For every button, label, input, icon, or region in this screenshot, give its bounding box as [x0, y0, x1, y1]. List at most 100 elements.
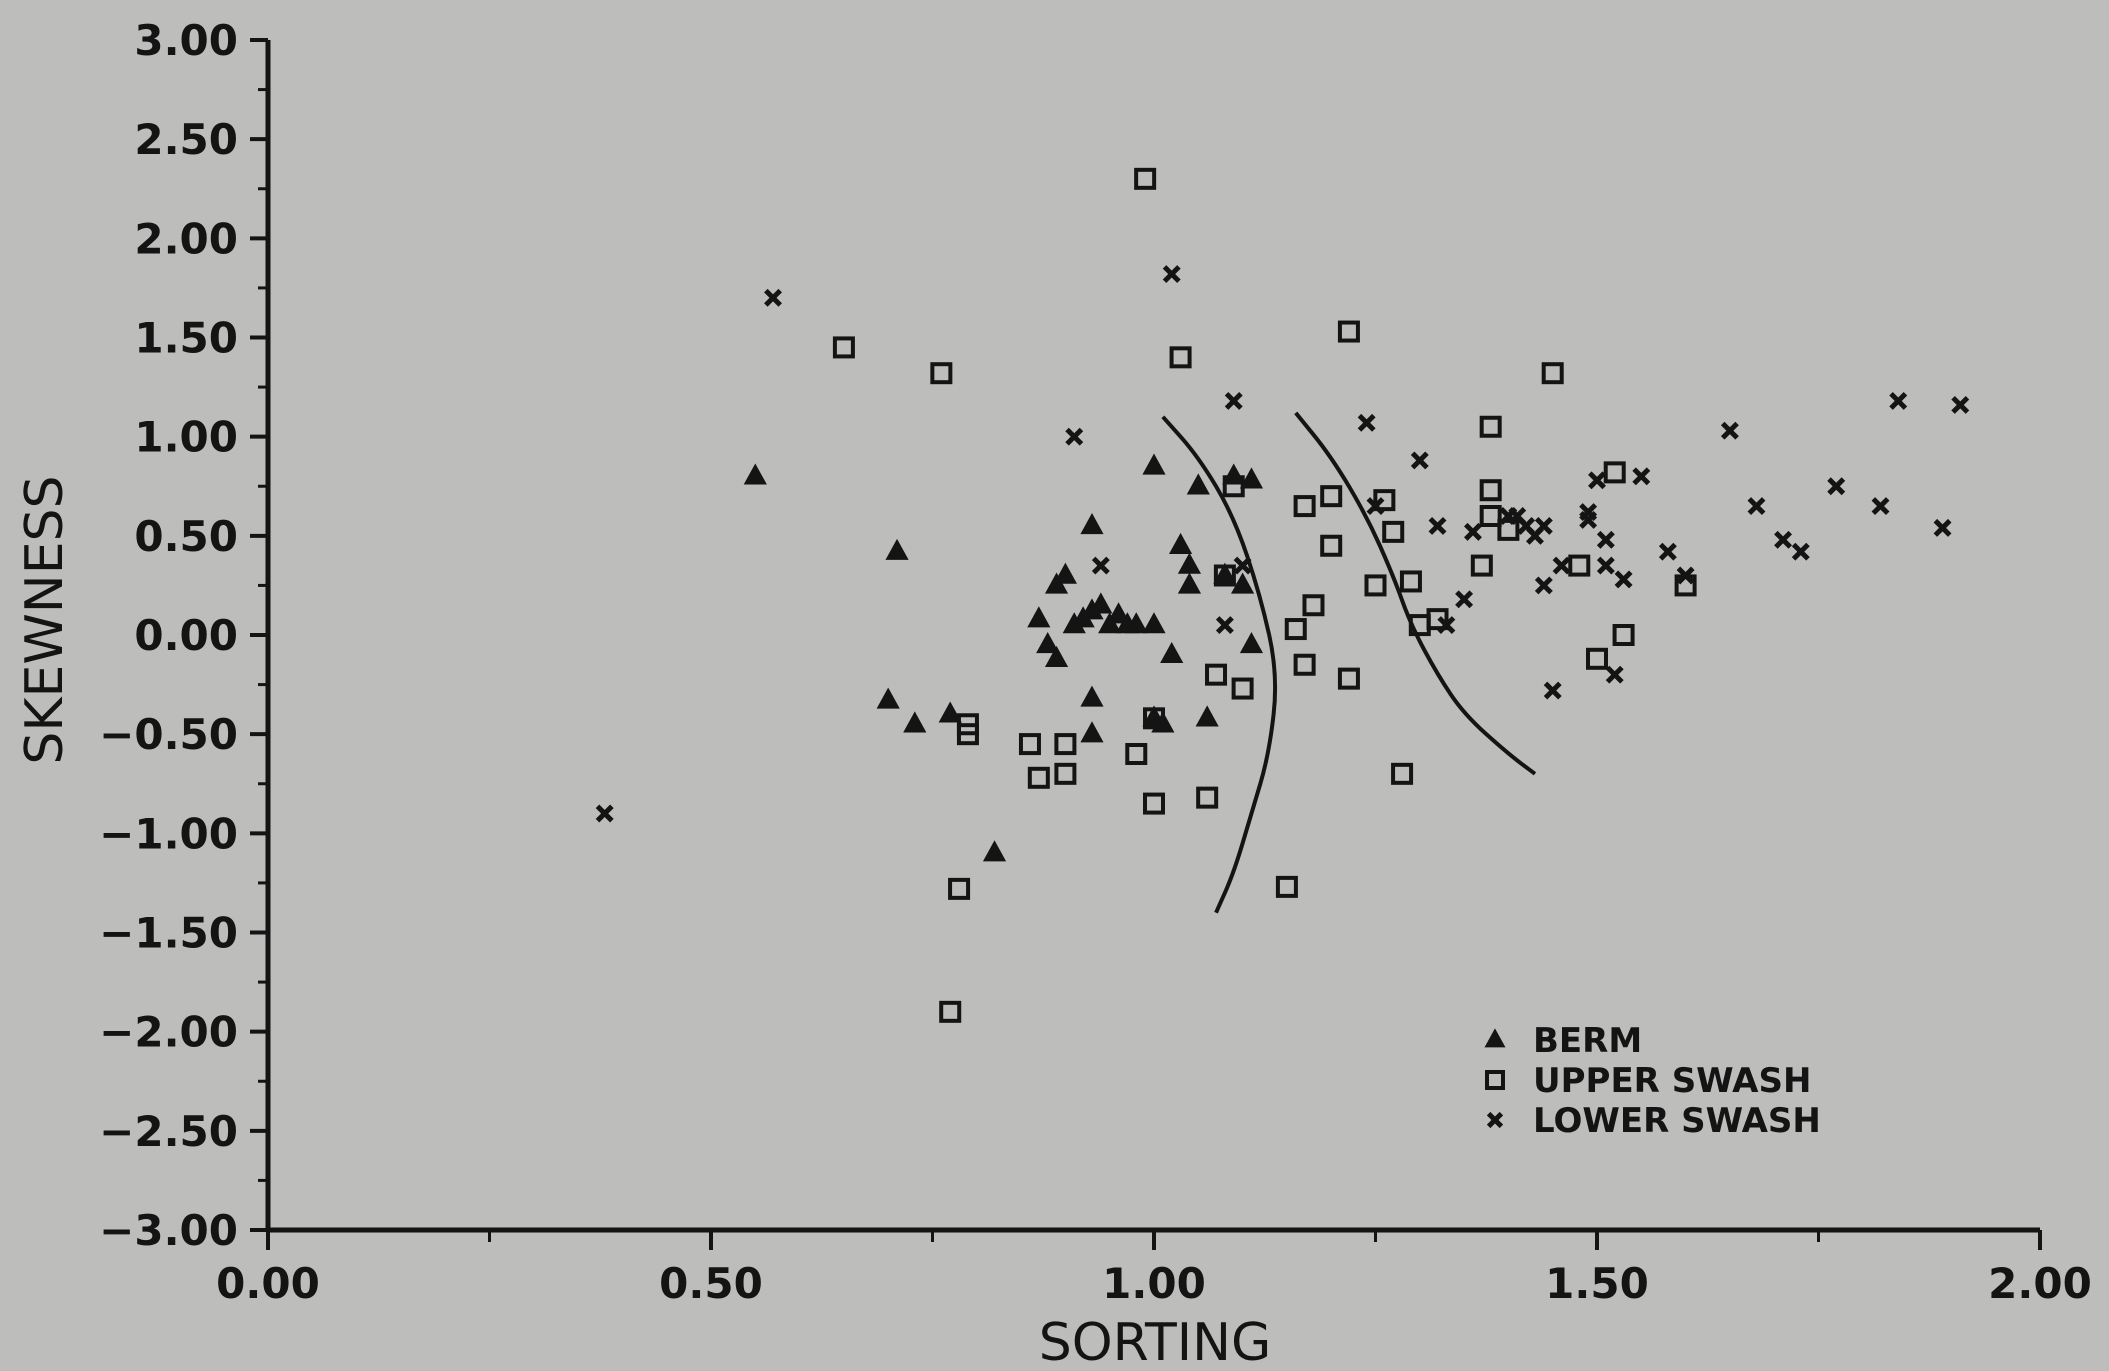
- lower-swash-point: [1233, 556, 1252, 575]
- lower-swash-point: [1410, 451, 1429, 470]
- lower-swash-point: [1605, 665, 1624, 684]
- upper-swash-point: [1054, 762, 1077, 785]
- upper-swash-point: [1364, 574, 1387, 597]
- lower-swash-point: [1455, 590, 1474, 609]
- lower-swash-point: [1579, 503, 1598, 522]
- upper-swash-point: [1293, 495, 1316, 518]
- lower-swash-point: [1588, 471, 1606, 490]
- lower-swash-point: [1357, 413, 1376, 432]
- lower-swash-point: [1791, 542, 1810, 561]
- data-points: [595, 167, 1970, 1023]
- lower-swash-point: [1437, 616, 1456, 635]
- y-tick-label: −1.00: [99, 809, 238, 858]
- axes: 3.00 2.50 2.00 1.50 1.00 0.50 0.00 −0.50 −1.00 −1…: [99, 16, 2092, 1308]
- legend-marker-upper-swash: [1485, 1070, 1505, 1090]
- berm-point: [982, 840, 1007, 862]
- y-tick-label: 1.50: [134, 314, 238, 363]
- legend-marker-lower-swash: [1486, 1111, 1504, 1129]
- upper-swash-point: [939, 1000, 962, 1023]
- upper-swash-point: [1470, 554, 1493, 577]
- y-tick-label: −0.50: [99, 710, 238, 759]
- upper-swash-point: [1586, 647, 1608, 670]
- upper-swash-point: [832, 336, 855, 359]
- berm-point: [1106, 602, 1131, 624]
- lower-swash-point: [1933, 518, 1952, 537]
- x-axis-label: SORTING: [1039, 1313, 1272, 1371]
- y-tick-label: −3.00: [99, 1206, 238, 1255]
- upper-swash-point: [1275, 875, 1298, 898]
- lower-swash-point: [1774, 530, 1793, 549]
- lower-swash-point: [1676, 566, 1695, 585]
- upper-swash-point: [956, 723, 979, 746]
- upper-swash-point: [1497, 518, 1520, 541]
- x-tick-label: 2.00: [1988, 1259, 2092, 1308]
- boundary-curve: [1161, 415, 1278, 914]
- upper-swash-point: [1479, 505, 1502, 527]
- berm-point: [938, 701, 962, 723]
- berm-point: [1177, 552, 1202, 574]
- y-tick-label: 2.00: [134, 214, 238, 263]
- lower-swash-point: [1596, 556, 1615, 575]
- lower-swash-point: [1747, 497, 1766, 516]
- berm-point: [1142, 612, 1166, 634]
- berm-point: [876, 687, 900, 709]
- y-tick-label: 0.50: [134, 512, 238, 561]
- lower-swash-point: [1596, 530, 1615, 549]
- lower-swash-point: [1091, 556, 1110, 575]
- berm-point: [1080, 721, 1104, 743]
- berm-point: [1036, 632, 1060, 654]
- y-axis-label: SKEWNESS: [15, 475, 75, 764]
- berm-point: [1239, 632, 1264, 654]
- lower-swash-point: [1871, 497, 1890, 516]
- y-tick-label: −2.50: [99, 1107, 238, 1156]
- lower-swash-point: [1889, 391, 1908, 410]
- upper-swash-point: [1143, 707, 1165, 730]
- y-tick-label: −1.50: [99, 909, 238, 958]
- berm-point: [1124, 612, 1148, 634]
- upper-swash-point: [1143, 792, 1165, 815]
- lower-swash-point: [1224, 391, 1243, 410]
- legend-marker-berm: [1484, 1028, 1506, 1048]
- y-tick-label: 3.00: [134, 16, 238, 65]
- upper-swash-point: [1337, 667, 1360, 690]
- legend-label-lower-swash: LOWER SWASH: [1533, 1101, 1821, 1141]
- upper-swash-point: [1231, 677, 1254, 700]
- y-tick-label: 1.00: [134, 413, 238, 462]
- upper-swash-point: [1018, 733, 1041, 756]
- berm-point: [1186, 473, 1210, 495]
- y-tick-label: 0.00: [134, 611, 238, 660]
- upper-swash-point: [1302, 594, 1325, 617]
- upper-swash-point: [1426, 608, 1449, 631]
- lower-swash-point: [1428, 516, 1447, 535]
- berm-point: [1080, 685, 1104, 707]
- boundary-curves: [1161, 411, 1537, 914]
- upper-swash-point: [1337, 320, 1360, 343]
- upper-swash-point: [1054, 733, 1077, 756]
- lower-swash-point: [1065, 427, 1084, 446]
- berm-point: [1195, 705, 1219, 727]
- upper-swash-point: [1284, 618, 1307, 641]
- berm-point: [1142, 453, 1166, 475]
- upper-swash-point: [1320, 534, 1343, 557]
- lower-swash-point: [1720, 421, 1739, 440]
- lower-swash-point: [1951, 395, 1970, 414]
- berm-point: [1089, 592, 1113, 614]
- upper-swash-point: [1213, 564, 1236, 587]
- legend-label-upper-swash: UPPER SWASH: [1533, 1061, 1811, 1101]
- lower-swash-point: [1552, 556, 1571, 575]
- upper-swash-point: [1568, 554, 1591, 577]
- lower-swash-point: [1463, 522, 1482, 541]
- y-tick-label: −2.00: [99, 1008, 238, 1057]
- upper-swash-point: [1222, 475, 1245, 498]
- upper-swash-point: [1399, 570, 1422, 593]
- berm-point: [1027, 606, 1051, 628]
- berm-point: [1080, 513, 1104, 535]
- lower-swash-point: [1366, 497, 1385, 516]
- lower-swash-point: [1614, 570, 1633, 589]
- berm-point: [1231, 572, 1255, 594]
- lower-swash-point: [1534, 516, 1553, 535]
- upper-swash-point: [1027, 766, 1050, 789]
- upper-swash-point: [948, 877, 971, 900]
